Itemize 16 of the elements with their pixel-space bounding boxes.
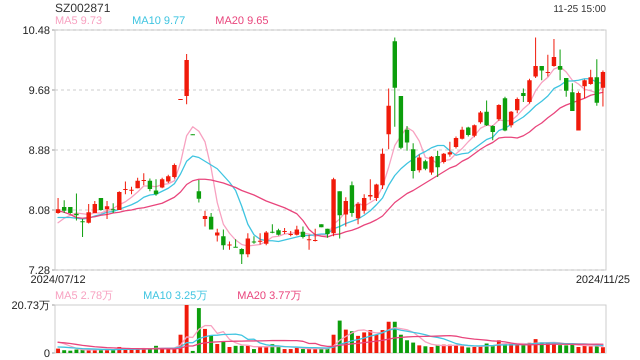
- text: MA20 3.77万: [237, 290, 302, 302]
- y-tick-label: 9.68: [28, 85, 50, 97]
- y-tick-label: 8.88: [28, 145, 50, 157]
- y-tick-label: 8.08: [28, 205, 50, 217]
- text: MA10 3.25万: [143, 290, 208, 302]
- chart-title: SZ002871: [55, 1, 111, 15]
- y-tick-label: 10.48: [22, 25, 50, 37]
- text: MA5 9.73: [55, 15, 102, 27]
- x-tick-label: 2024/07/12: [30, 274, 86, 286]
- text: MA10 9.77: [132, 15, 186, 27]
- chart-subtitle: 11-25 15:00: [553, 4, 606, 15]
- text: MA20 9.65: [215, 15, 268, 27]
- y-tick-label: 0: [44, 348, 50, 360]
- text: MA5 2.78万: [55, 290, 114, 302]
- x-tick-label: 2024/11/25: [576, 274, 630, 286]
- y-tick-label: 20.73万: [11, 300, 50, 312]
